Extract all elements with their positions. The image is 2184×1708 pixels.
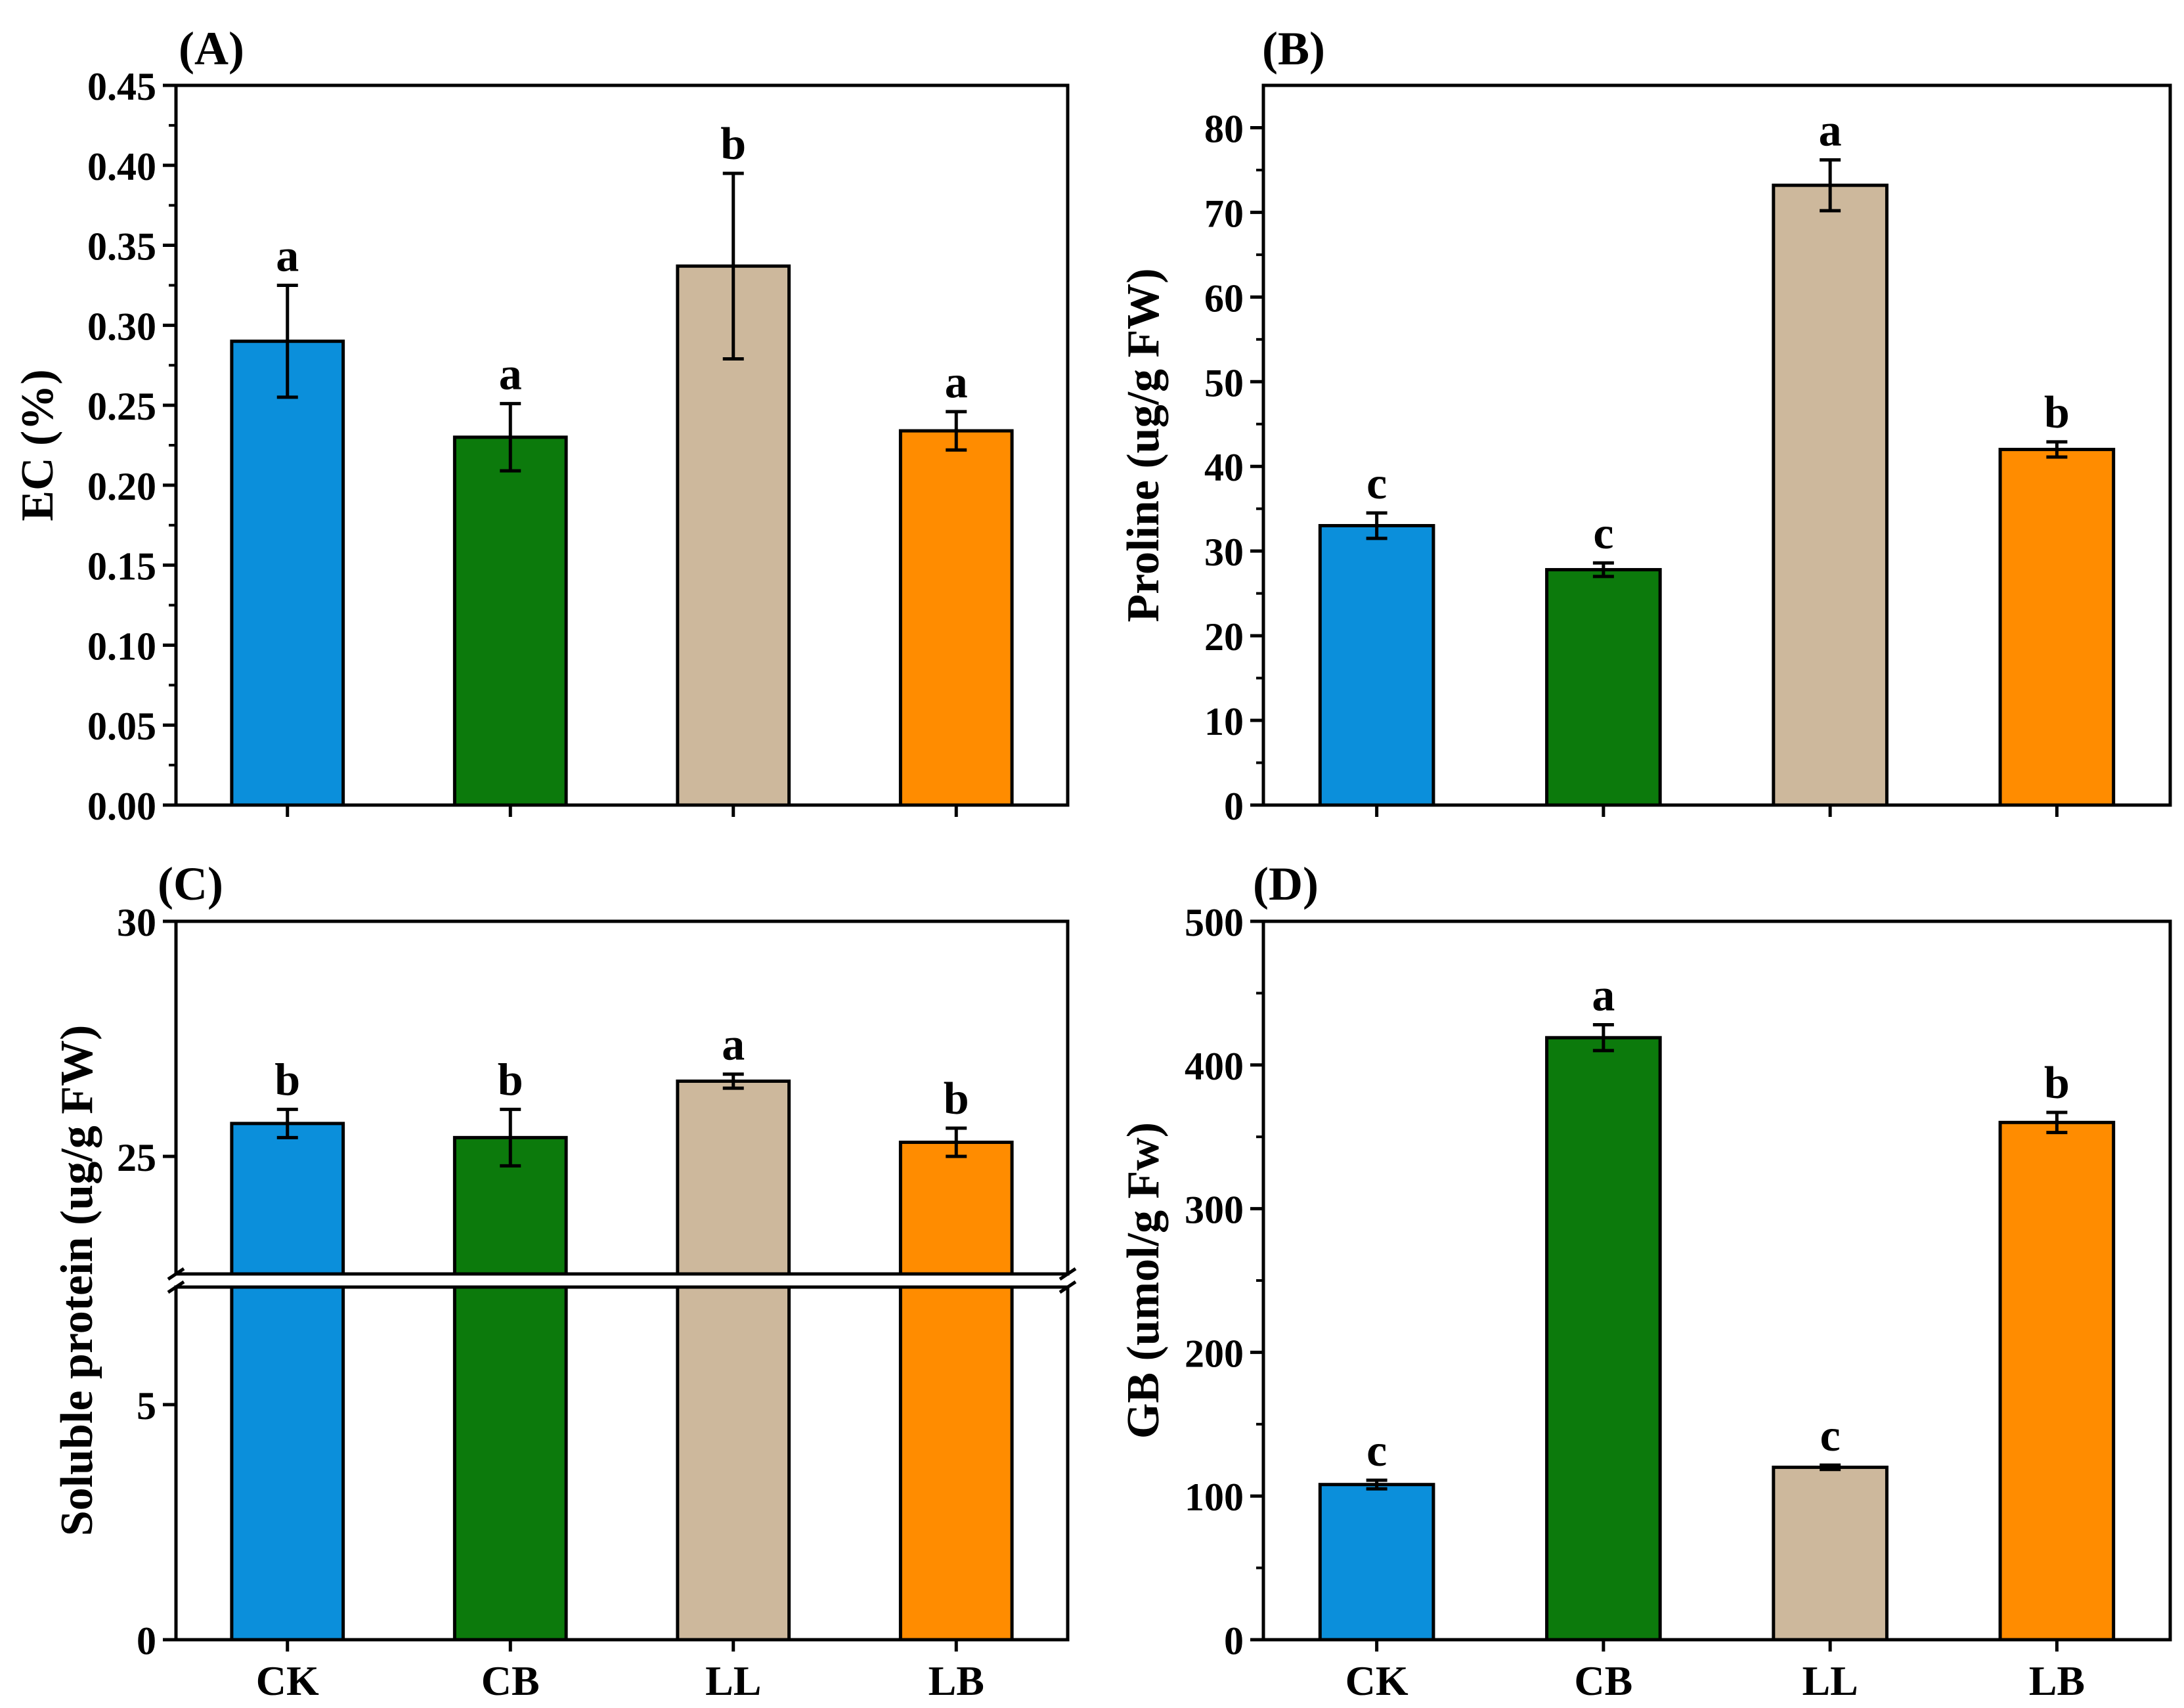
panel-B: c c a b 0 10 20 30 40 50 60 70 80 Proline (ug/g FW) (B… xyxy=(1118,22,2172,828)
panel-label: (A) xyxy=(179,22,244,75)
panel-label: (D) xyxy=(1253,858,1319,910)
significance-letter-LL: a xyxy=(722,1020,745,1070)
y-tick-label: 0.45 xyxy=(87,65,156,108)
significance-letter-CK: c xyxy=(1366,1426,1387,1476)
panel-A: a a b a 0.00 0.05 0.10 0.15 0.20 0.25 0.30 0.35 0.40… xyxy=(12,22,1070,828)
y-tick-label: 0.25 xyxy=(87,385,156,428)
y-axis-title: EC (%) xyxy=(12,369,63,521)
significance-letter-LB: a xyxy=(945,357,968,408)
y-tick-label: 400 xyxy=(1185,1045,1244,1088)
x-tick-label-LB: LB xyxy=(2029,1657,2085,1704)
plot-frame xyxy=(1261,83,2172,807)
axis-break-mark-left-bottom xyxy=(167,1280,185,1294)
y-axis-title: GB (umol/g Fw) xyxy=(1118,1122,1169,1439)
y-tick-label: 0.00 xyxy=(87,785,156,828)
x-tick-label-CB: CB xyxy=(481,1657,540,1704)
y-tick-label: 0 xyxy=(1224,1619,1244,1663)
y-tick-label: 20 xyxy=(1204,615,1244,659)
y-tick-label: 50 xyxy=(1204,361,1244,405)
significance-letter-LL: b xyxy=(720,119,746,169)
significance-letter-CB: c xyxy=(1593,508,1613,559)
y-tick-label: 0.05 xyxy=(87,705,156,748)
panel-label: (C) xyxy=(158,858,223,910)
axis-break-mark-left-top xyxy=(167,1267,185,1281)
y-tick-label: 200 xyxy=(1185,1332,1244,1375)
plot-frame-upper xyxy=(174,919,1070,1276)
y-axis-title: Soluble protein (ug/g FW) xyxy=(52,1025,102,1537)
bar-CK xyxy=(1318,1483,1435,1642)
significance-letter-LB: b xyxy=(944,1074,969,1124)
y-tick-label: 5 xyxy=(137,1384,156,1428)
significance-letter-CK: a xyxy=(276,230,299,281)
significance-letter-CK: b xyxy=(274,1055,300,1105)
axis-break-band xyxy=(173,1274,1070,1287)
significance-letter-LB: b xyxy=(2044,387,2070,438)
axis-break-mark-right-bottom xyxy=(1059,1280,1077,1294)
y-tick-label: 0.35 xyxy=(87,225,156,269)
y-tick-label: 0.40 xyxy=(87,145,156,188)
x-tick-label-LL: LL xyxy=(1802,1657,1858,1704)
panel-label: (B) xyxy=(1262,22,1325,75)
y-tick-label: 10 xyxy=(1204,700,1244,743)
significance-letter-LB: b xyxy=(2044,1058,2070,1108)
bar-LL xyxy=(676,1079,791,1642)
x-tick-label-CK: CK xyxy=(1345,1657,1409,1704)
significance-letter-CB: b xyxy=(498,1055,523,1105)
significance-letter-CB: a xyxy=(499,349,522,400)
x-tick-label-LL: LL xyxy=(705,1657,761,1704)
y-tick-label: 500 xyxy=(1185,901,1244,944)
y-tick-label: 70 xyxy=(1204,192,1244,235)
significance-letter-LL: c xyxy=(1820,1411,1841,1461)
x-tick-label-LB: LB xyxy=(928,1657,984,1704)
bar-CK xyxy=(230,1122,345,1642)
y-tick-label: 0.30 xyxy=(87,305,156,348)
bar-LB xyxy=(898,429,1014,807)
y-tick-label: 30 xyxy=(117,901,156,944)
y-tick-label: 80 xyxy=(1204,107,1244,150)
bar-LB xyxy=(1998,447,2116,807)
axis-break-mark-right-top xyxy=(1059,1267,1077,1281)
significance-letter-LL: a xyxy=(1819,105,1842,156)
y-tick-label: 300 xyxy=(1185,1189,1244,1232)
bar-CK xyxy=(230,339,345,807)
y-tick-label: 0 xyxy=(137,1619,156,1663)
panel-D: c a c b 0 100 200 300 400 500 CK CB LL LB GB (umol/g F… xyxy=(1118,858,2172,1704)
bar-CB xyxy=(1545,568,1662,807)
x-tick-label-CB: CB xyxy=(1574,1657,1632,1704)
y-tick-label: 25 xyxy=(117,1136,156,1179)
y-tick-label: 0.20 xyxy=(87,465,156,508)
bar-CB xyxy=(452,435,568,807)
y-tick-label: 30 xyxy=(1204,531,1244,574)
y-tick-label: 100 xyxy=(1185,1476,1244,1519)
significance-letter-CK: c xyxy=(1366,458,1387,509)
x-tick-label-CK: CK xyxy=(256,1657,319,1704)
panel-C: b b a b 0 5 25 30 CK CB LL LB Soluble protein (ug/g … xyxy=(52,858,1077,1704)
y-axis-title: Proline (ug/g FW) xyxy=(1118,268,1169,622)
plot-frame-lower xyxy=(174,1285,1070,1642)
bar-CB xyxy=(1545,1036,1662,1642)
y-tick-label: 60 xyxy=(1204,276,1244,320)
y-tick-label: 0.15 xyxy=(87,545,156,588)
bar-CB xyxy=(452,1135,568,1642)
bar-LL xyxy=(1772,1465,1889,1642)
significance-letter-CB: a xyxy=(1592,971,1615,1021)
bar-LL xyxy=(1772,183,1889,807)
bar-LB xyxy=(898,1141,1014,1642)
y-tick-label: 40 xyxy=(1204,446,1244,489)
bar-LB xyxy=(1998,1120,2116,1642)
y-tick-label: 0.10 xyxy=(87,624,156,668)
bar-CK xyxy=(1318,523,1435,807)
y-tick-label: 0 xyxy=(1224,785,1244,828)
